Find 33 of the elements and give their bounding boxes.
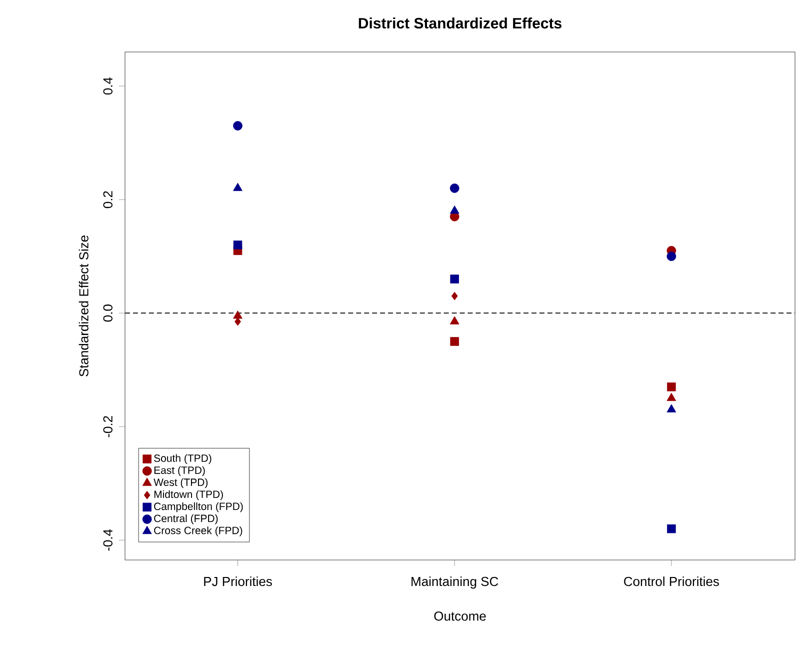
legend-label: Central (FPD) [154, 514, 218, 524]
point [233, 121, 242, 130]
x-tick-label: PJ Priorities [204, 576, 272, 586]
y-tick-label: -0.2 [103, 416, 112, 438]
point [666, 392, 676, 402]
point [451, 292, 458, 300]
point [450, 316, 460, 324]
point [233, 310, 242, 319]
legend-label: Campbellton (FPD) [154, 502, 243, 512]
legend-label: South (TPD) [154, 454, 212, 464]
point [666, 252, 676, 261]
point [450, 184, 460, 193]
legend-label: Cross Creek (FPD) [154, 526, 242, 536]
point [667, 524, 676, 534]
y-tick-label: 0.2 [103, 191, 112, 208]
chart-title: District Standardized Effects [358, 18, 562, 29]
point [450, 206, 460, 214]
point [450, 337, 459, 346]
legend-label: East (TPD) [154, 466, 205, 476]
point [450, 274, 459, 284]
y-tick-label: -0.4 [103, 529, 112, 551]
legend-label: Midtown (TPD) [154, 490, 223, 500]
y-tick-label: 0.4 [103, 77, 112, 95]
y-tick-label: 0.0 [103, 304, 112, 322]
point [666, 404, 676, 412]
legend-label: West (TPD) [154, 478, 208, 488]
point [233, 240, 242, 250]
x-tick-label: Control Priorities [624, 576, 719, 586]
x-axis-title: Outcome [434, 612, 486, 621]
y-axis-title: Standardized Effect Size [78, 236, 88, 376]
x-tick-label: Maintaining SC [412, 576, 498, 589]
point [667, 382, 676, 392]
point [233, 182, 242, 191]
